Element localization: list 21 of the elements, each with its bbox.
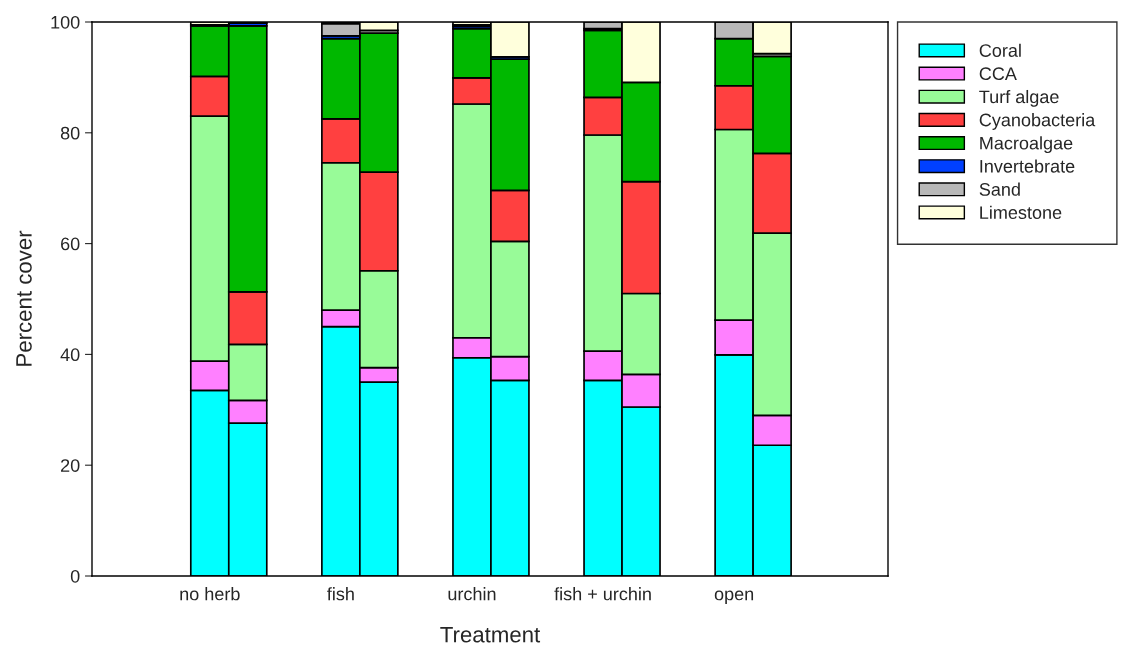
y-tick-label: 40 bbox=[60, 348, 80, 362]
legend-label: Sand bbox=[979, 182, 1020, 196]
y-tick-label: 60 bbox=[61, 237, 80, 251]
legend-label: CCA bbox=[979, 67, 1017, 81]
legend-label: Coral bbox=[979, 43, 1021, 57]
x-tick-label: open bbox=[714, 590, 754, 604]
legend-label: Invertebrate bbox=[980, 159, 1075, 173]
x-tick-label: fish + urchin bbox=[554, 587, 651, 601]
x-tick-label: no herb bbox=[180, 587, 240, 601]
legend-label: Cyanobacteria bbox=[979, 113, 1096, 130]
legend-label: Turf algae bbox=[979, 89, 1059, 107]
y-axis-title: Percent cover bbox=[16, 230, 32, 366]
legend-label: Limestone bbox=[980, 205, 1062, 219]
x-tick-label: urchin bbox=[448, 587, 496, 601]
y-tick-label: 80 bbox=[60, 126, 80, 140]
y-tick-label: 100 bbox=[51, 15, 80, 29]
y-tick-label: 0 bbox=[70, 569, 80, 583]
y-tick-label: 20 bbox=[61, 459, 80, 472]
legend-label: Macroalgae bbox=[980, 136, 1073, 154]
x-axis-title: Treatment bbox=[440, 626, 541, 643]
x-tick-label: fish bbox=[327, 587, 354, 601]
